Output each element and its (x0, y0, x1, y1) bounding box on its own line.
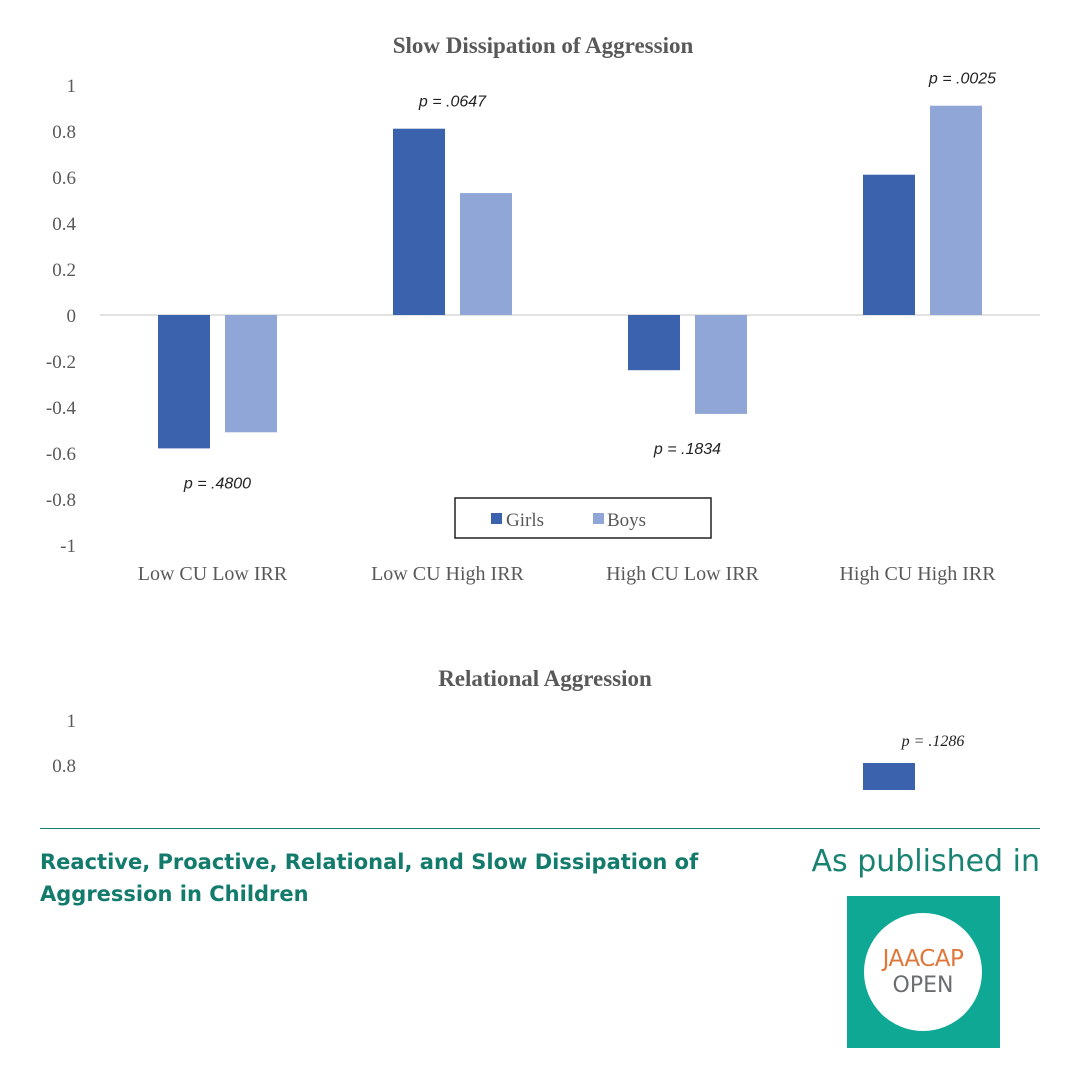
p-value-annotation: p = .1834 (653, 441, 721, 458)
legend-label-girls: Girls (506, 510, 544, 531)
legend: Girls Boys (454, 497, 712, 539)
x-tick-label: High CU High IRR (839, 563, 996, 585)
logo-text-top: JAACAP (882, 946, 964, 972)
chart-area: Slow Dissipation of Aggression 1 0.8 0.6 0.… (46, 33, 1040, 790)
legend-label-boys: Boys (607, 510, 646, 531)
p-value-annotation: p = .0025 (928, 71, 996, 88)
bars (158, 105, 982, 449)
y-tick-label: 0 (67, 306, 77, 327)
y-tick-label: 1 (67, 76, 77, 97)
logo-text-bottom: OPEN (892, 973, 954, 998)
x-tick-label: High CU Low IRR (606, 563, 759, 585)
bar-low-cu-high-irr-girls (393, 128, 445, 315)
p-value-annotation: p = .0647 (418, 94, 487, 111)
chart-title: Slow Dissipation of Aggression (393, 33, 694, 58)
y-axis-ticks: 1 0.8 0.6 0.4 0.2 0 -0.2 -0.4 -0.6 -0.8 -1 (46, 76, 77, 557)
legend-swatch-boys (593, 513, 604, 524)
bar-low-cu-high-irr-boys (460, 193, 512, 315)
slow-dissipation-chart: Slow Dissipation of Aggression 1 0.8 0.6 0.… (46, 33, 1040, 585)
relational-aggression-chart: Relational Aggression 1 0.8 p = .1286 (52, 666, 964, 790)
p-value-annotations: p = .4800 p = .0647 p = .1834 p = .0025 (183, 71, 996, 493)
p-value-annotation: p = .1286 (901, 733, 965, 750)
bar-high-cu-high-irr-girls (863, 174, 915, 315)
x-tick-label: Low CU High IRR (371, 563, 524, 585)
article-title: Reactive, Proactive, Relational, and Slo… (40, 850, 699, 906)
bar-high-cu-high-irr-boys (930, 105, 982, 315)
legend-box (454, 497, 712, 539)
y-tick-label: -0.4 (46, 398, 77, 419)
y-tick-label: 0.2 (52, 260, 76, 281)
p-value-annotation: p = .4800 (183, 475, 251, 492)
bar-low-cu-low-irr-boys (225, 315, 277, 433)
bar-high-cu-low-irr-boys (695, 315, 747, 414)
legend-swatch-girls (491, 513, 502, 524)
y-tick-label: 0.8 (52, 122, 76, 143)
x-axis-labels: Low CU Low IRR Low CU High IRR High CU Low… (138, 563, 996, 585)
bar-low-cu-low-irr-girls (158, 315, 210, 449)
y-tick-label: -0.8 (46, 490, 76, 511)
bar-high-cu-low-irr-girls (628, 315, 680, 371)
charts-svg: Slow Dissipation of Aggression 1 0.8 0.6 0.… (46, 33, 1040, 790)
y-tick-label: 0.8 (52, 756, 76, 777)
published-in-label: As published in (811, 844, 1041, 879)
y-tick-label: -1 (60, 536, 76, 557)
y-tick-label: -0.2 (46, 352, 76, 373)
x-tick-label: Low CU Low IRR (138, 563, 288, 585)
chart-title-2: Relational Aggression (438, 666, 652, 691)
y-tick-label: 0.6 (52, 168, 76, 189)
y-tick-label: -0.6 (46, 444, 76, 465)
journal-logo: JAACAP OPEN (847, 896, 1000, 1048)
y-tick-label: 1 (67, 711, 77, 732)
divider-line (40, 828, 1040, 829)
bar-high-cu-high-irr-girls (863, 763, 915, 790)
y-tick-label: 0.4 (52, 214, 76, 235)
logo-circle: JAACAP OPEN (864, 913, 982, 1031)
